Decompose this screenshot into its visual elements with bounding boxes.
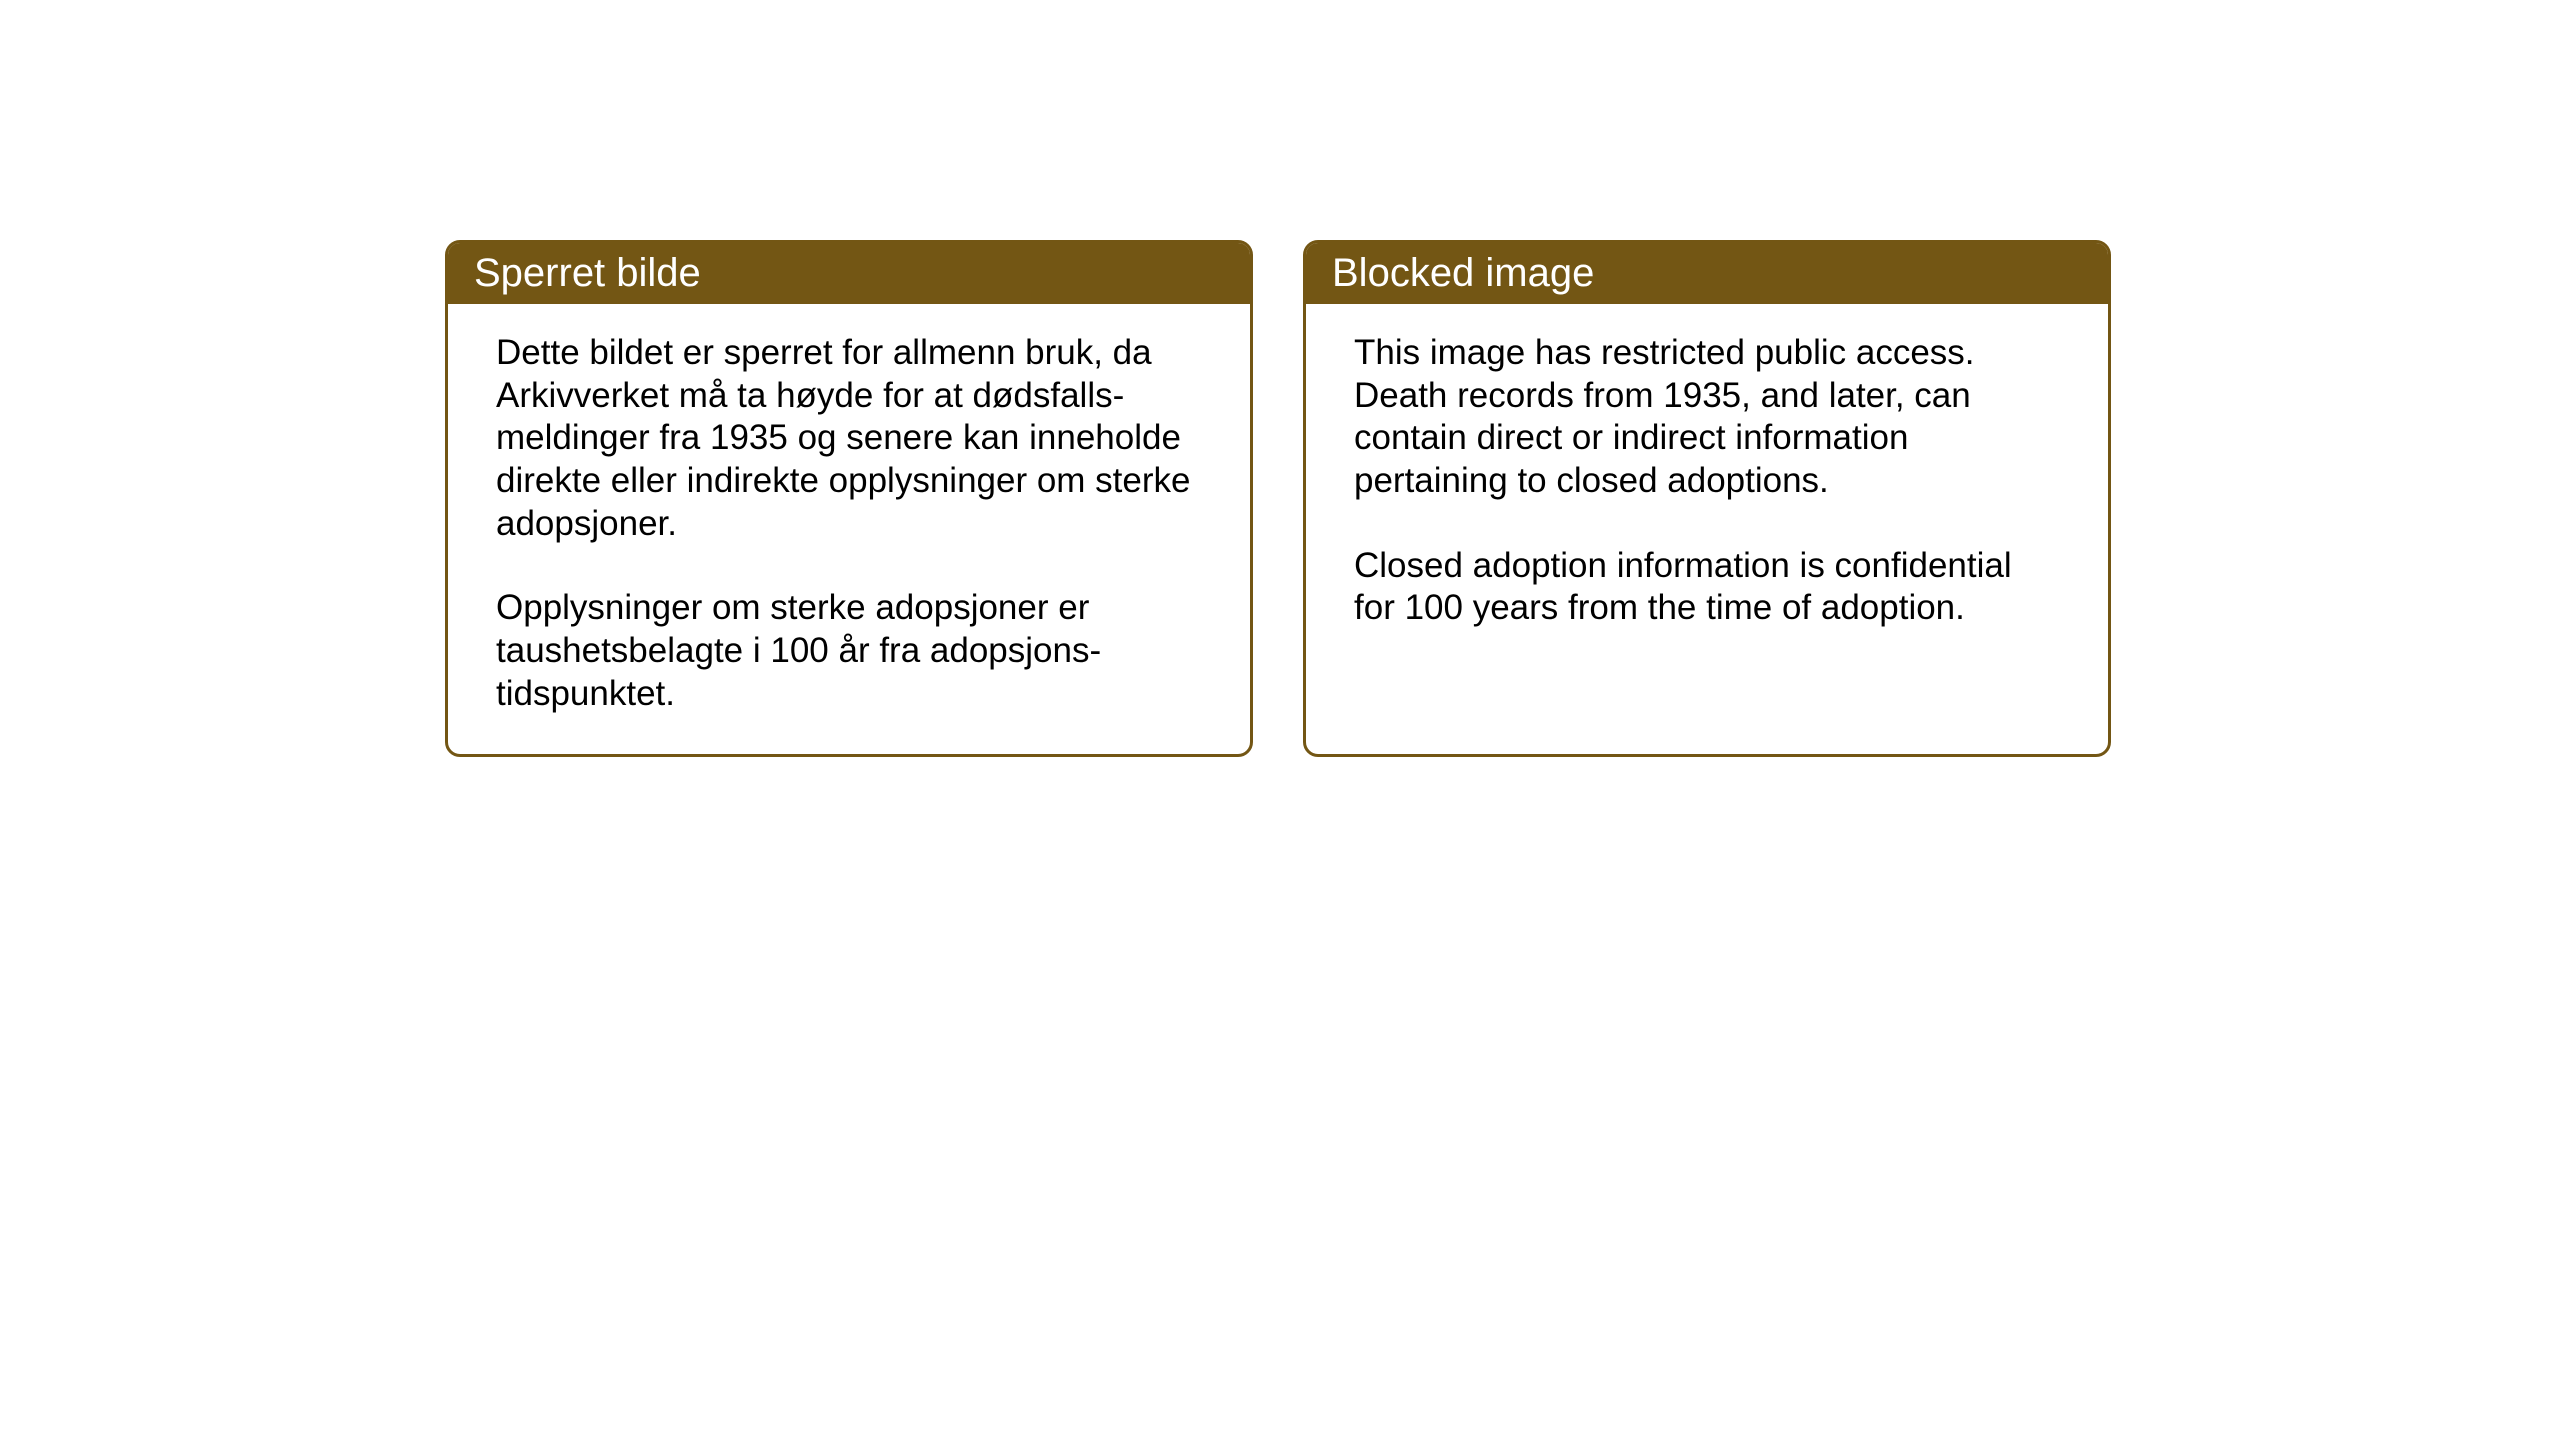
notice-body-norwegian: Dette bildet er sperret for allmenn bruk… bbox=[448, 304, 1250, 754]
notice-paragraph-norwegian-1: Dette bildet er sperret for allmenn bruk… bbox=[496, 332, 1202, 545]
notice-title-norwegian: Sperret bilde bbox=[448, 243, 1250, 304]
notice-body-english: This image has restricted public access.… bbox=[1306, 304, 2108, 704]
notice-card-norwegian: Sperret bilde Dette bildet er sperret fo… bbox=[445, 240, 1253, 757]
notice-paragraph-norwegian-2: Opplysninger om sterke adopsjoner er tau… bbox=[496, 587, 1202, 715]
notice-container: Sperret bilde Dette bildet er sperret fo… bbox=[445, 240, 2111, 757]
notice-paragraph-english-1: This image has restricted public access.… bbox=[1354, 332, 2060, 503]
notice-paragraph-english-2: Closed adoption information is confident… bbox=[1354, 545, 2060, 630]
notice-card-english: Blocked image This image has restricted … bbox=[1303, 240, 2111, 757]
notice-title-english: Blocked image bbox=[1306, 243, 2108, 304]
